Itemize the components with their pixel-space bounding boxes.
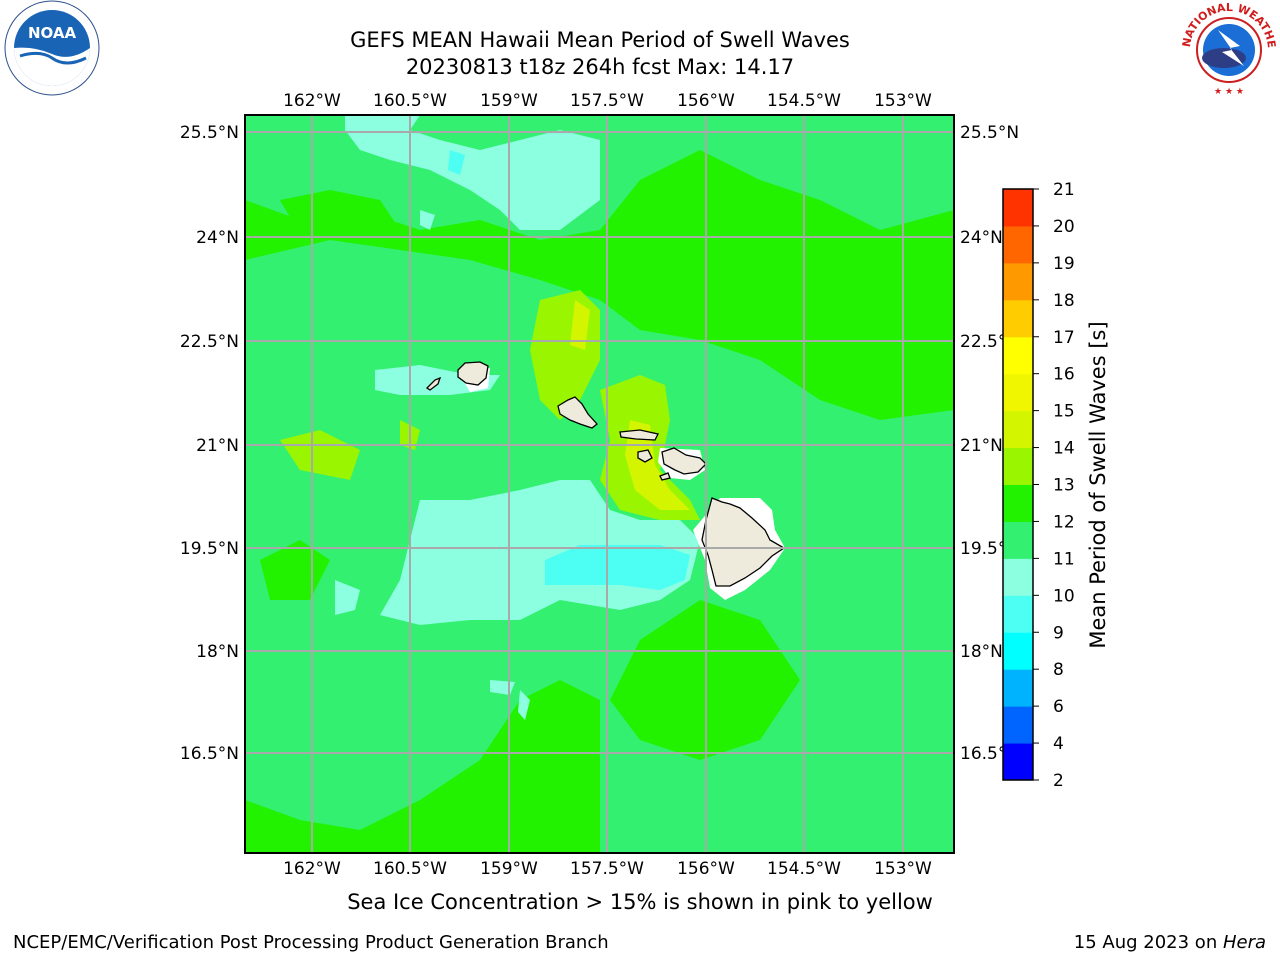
lon-tick: 159°W: [480, 859, 538, 879]
lon-tick: 156°W: [677, 859, 735, 879]
contour-8s: [448, 150, 690, 590]
colorbar-tick-label: 10: [1053, 586, 1075, 606]
hawaiian-islands: [425, 361, 786, 587]
colorbar-tick-label: 2: [1053, 771, 1064, 791]
colorbar-tick-label: 4: [1053, 734, 1064, 754]
lon-tick: 160.5°W: [373, 91, 447, 111]
footer-date: 15 Aug 2023 on Hera: [1074, 932, 1266, 953]
noaa-logo-text: NOAA: [28, 24, 77, 42]
lanai: [637, 449, 653, 463]
lon-tick: 156°W: [677, 91, 735, 111]
colorbar-segment: [1003, 189, 1033, 227]
colorbar-tick-label: 20: [1053, 217, 1075, 237]
colorbar-segment: [1003, 558, 1033, 596]
lat-tick: 18°N: [196, 642, 239, 662]
colorbar-segment: [1003, 299, 1033, 338]
lon-ticks-bottom: 162°W 160.5°W 159°W 157.5°W 156°W 154.5°…: [283, 859, 932, 879]
lat-ticks-left: 25.5°N 24°N 22.5°N 21°N 19.5°N 18°N 16.5…: [180, 123, 239, 764]
lat-tick: 22.5°N: [180, 332, 239, 352]
colorbar-segment: [1003, 447, 1033, 485]
lat-tick: 16.5°N: [180, 744, 239, 764]
lat-tick: 24°N: [196, 228, 239, 248]
colorbar-segment: [1003, 669, 1033, 707]
chart-subtitle: 20230813 t18z 264h fcst Max: 14.17: [405, 55, 795, 79]
swell-period-field: [245, 115, 954, 853]
lat-tick: 24°N: [960, 228, 1003, 248]
lat-tick: 18°N: [960, 642, 1003, 662]
lat-tick: 25.5°N: [180, 123, 239, 143]
contour-14s: [570, 300, 690, 510]
colorbar-segment: [1003, 706, 1033, 744]
colorbar-tick-label: 12: [1053, 512, 1075, 532]
colorbar-tick-label: 18: [1053, 291, 1075, 311]
map-frame: [244, 114, 955, 854]
lon-ticks-top: 162°W 160.5°W 159°W 157.5°W 156°W 154.5°…: [283, 91, 932, 111]
oahu: [557, 396, 598, 429]
colorbar-tick-label: 14: [1053, 439, 1075, 459]
kauai: [457, 361, 489, 386]
colorbar-tick-label: 11: [1053, 549, 1075, 569]
colorbar-segment: [1003, 225, 1033, 264]
colorbar-segment: [1003, 410, 1033, 449]
maui: [661, 447, 707, 475]
noaa-logo: NOAA: [4, 0, 100, 96]
niihau: [425, 376, 442, 391]
colorbar-tick-label: 9: [1053, 623, 1064, 643]
lat-tick: 21°N: [196, 436, 239, 456]
colorbar-tick-label: 21: [1053, 180, 1075, 200]
colorbar-segment: [1003, 743, 1033, 781]
svg-text:★ ★ ★: ★ ★ ★: [1214, 87, 1244, 97]
lon-tick: 157.5°W: [570, 859, 644, 879]
colorbar-segment: [1003, 521, 1033, 559]
colorbar-segment: [1003, 595, 1033, 633]
lon-tick: 160.5°W: [373, 859, 447, 879]
nws-logo: NATIONAL WEATHER SERVICE ★ ★ ★: [1178, 0, 1278, 97]
lon-tick: 154.5°W: [767, 859, 841, 879]
footer-credit: NCEP/EMC/Verification Post Processing Pr…: [13, 932, 609, 953]
lat-tick: 19.5°N: [180, 539, 239, 559]
lon-tick: 153°W: [874, 859, 932, 879]
molokai: [619, 429, 659, 441]
contour-9s: [335, 115, 700, 720]
colorbar-tick-label: 6: [1053, 697, 1064, 717]
lon-tick: 159°W: [480, 91, 538, 111]
colorbar-segment: [1003, 373, 1033, 412]
lon-tick: 153°W: [874, 91, 932, 111]
footer-date-text: 15 Aug 2023 on: [1073, 932, 1223, 953]
colorbar-segment: [1003, 484, 1033, 522]
colorbar-tick-label: 8: [1053, 660, 1064, 680]
lon-tick: 157.5°W: [570, 91, 644, 111]
lon-tick: 154.5°W: [767, 91, 841, 111]
colorbar-tick-label: 15: [1053, 402, 1075, 422]
lat-tick: 25.5°N: [960, 123, 1019, 143]
colorbar-segment: [1003, 262, 1033, 301]
gridlines: [245, 115, 954, 853]
colorbar-tick-label: 17: [1053, 328, 1075, 348]
lon-tick: 162°W: [283, 859, 341, 879]
colorbar-segment: [1003, 632, 1033, 670]
colorbar-segment: [1003, 336, 1033, 375]
lon-tick: 162°W: [283, 91, 341, 111]
colorbar-tick-label: 19: [1053, 254, 1075, 274]
colorbar-tick-label: 13: [1053, 476, 1075, 496]
colorbar-tick-label: 16: [1053, 365, 1075, 385]
chart-title: GEFS MEAN Hawaii Mean Period of Swell Wa…: [350, 28, 850, 52]
lat-tick: 21°N: [960, 436, 1003, 456]
sea-ice-note: Sea Ice Concentration > 15% is shown in …: [347, 890, 933, 914]
footer-host: Hera: [1222, 932, 1266, 953]
kahoolawe: [659, 472, 671, 481]
colorbar: 2 4 6 8 9 10 11 12 13 14 15 16 17 18 19 20 21: [1002, 180, 1075, 791]
colorbar-label: Mean Period of Swell Waves [s]: [1086, 321, 1110, 648]
